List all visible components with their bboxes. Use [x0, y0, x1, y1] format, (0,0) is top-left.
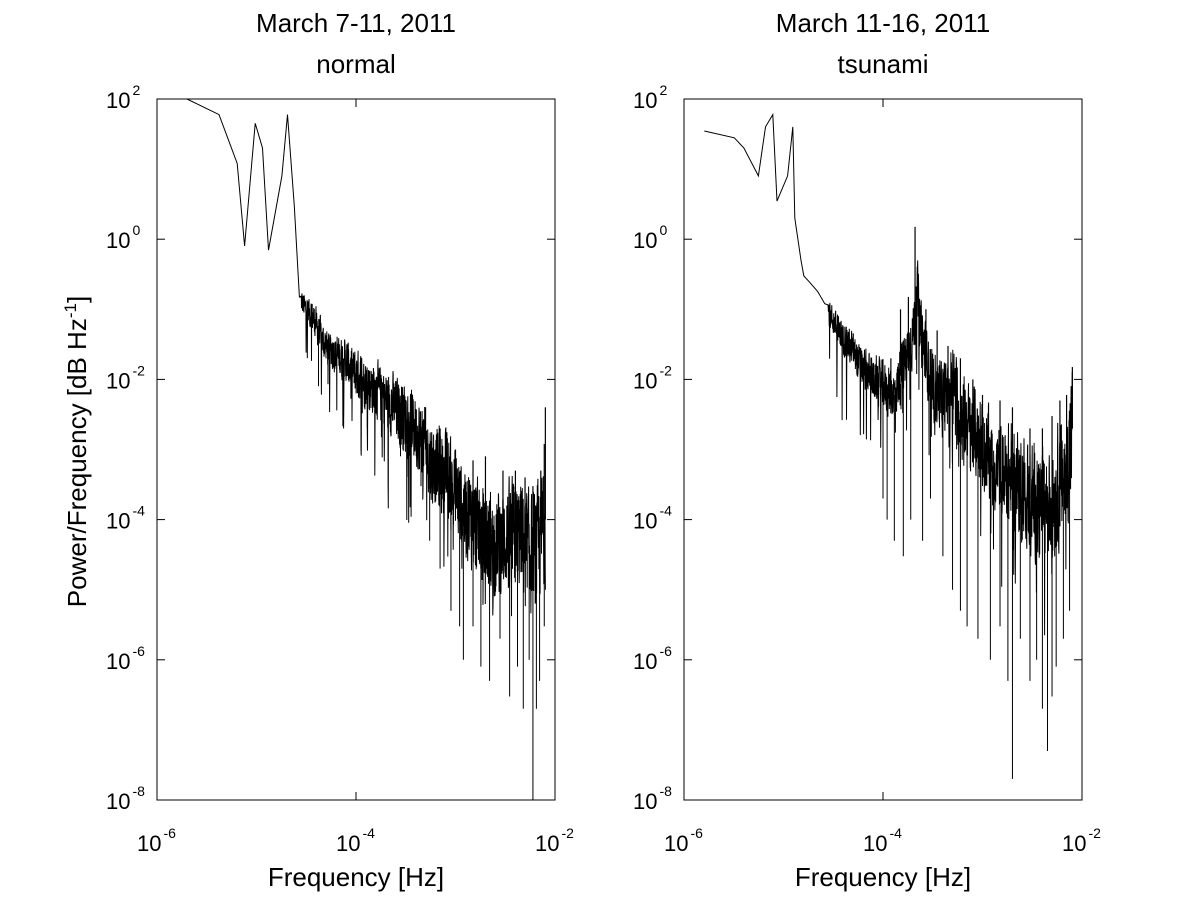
- y-tick-label: 10 -2: [633, 362, 672, 393]
- x-tick-label: 10 -4: [336, 825, 375, 856]
- x-tick-label: 10 -4: [863, 825, 902, 856]
- x-axis-label: Frequency [Hz]: [795, 862, 971, 892]
- spectrum-line: [704, 112, 1073, 636]
- x-tick-label: 10 -2: [535, 825, 574, 856]
- y-tick-label: 10 0: [106, 222, 140, 253]
- chart-title: March 7-11, 2011: [256, 8, 456, 38]
- y-axis-label: Power/Frequency [dB Hz-1]: [61, 296, 92, 607]
- y-tick-label: 10 -8: [633, 783, 672, 814]
- chart-subtitle: tsunami: [837, 49, 928, 79]
- y-tick-label: 10 -4: [633, 503, 672, 534]
- chart-title: March 11-16, 2011: [776, 8, 990, 38]
- spectrum-line: [186, 99, 546, 617]
- x-tick-label: 10 -6: [137, 825, 176, 856]
- x-tick-label: 10 -6: [664, 825, 703, 856]
- y-tick-label: 10 -6: [633, 643, 672, 674]
- y-tick-label: 10 -4: [106, 503, 145, 534]
- x-axis-label: Frequency [Hz]: [268, 862, 444, 892]
- y-tick-label: 10 -8: [106, 783, 145, 814]
- y-tick-label: 10 -2: [106, 362, 145, 393]
- y-tick-label: 10 0: [633, 222, 667, 253]
- panel-normal: March 7-11, 2011 normal 10-8 10-6 10-4 10-2 10…: [61, 8, 574, 892]
- panel-tsunami: March 11-16, 2011 tsunami 10-8 10-6 10-4 10-2…: [633, 8, 1101, 892]
- x-tick-label: 10 -2: [1062, 825, 1101, 856]
- chart-subtitle: normal: [316, 49, 395, 79]
- y-tick-label: 10 2: [106, 82, 140, 113]
- y-tick-label: 10 2: [633, 82, 667, 113]
- y-tick-label: 10 -6: [106, 643, 145, 674]
- plot-frame: [156, 98, 556, 801]
